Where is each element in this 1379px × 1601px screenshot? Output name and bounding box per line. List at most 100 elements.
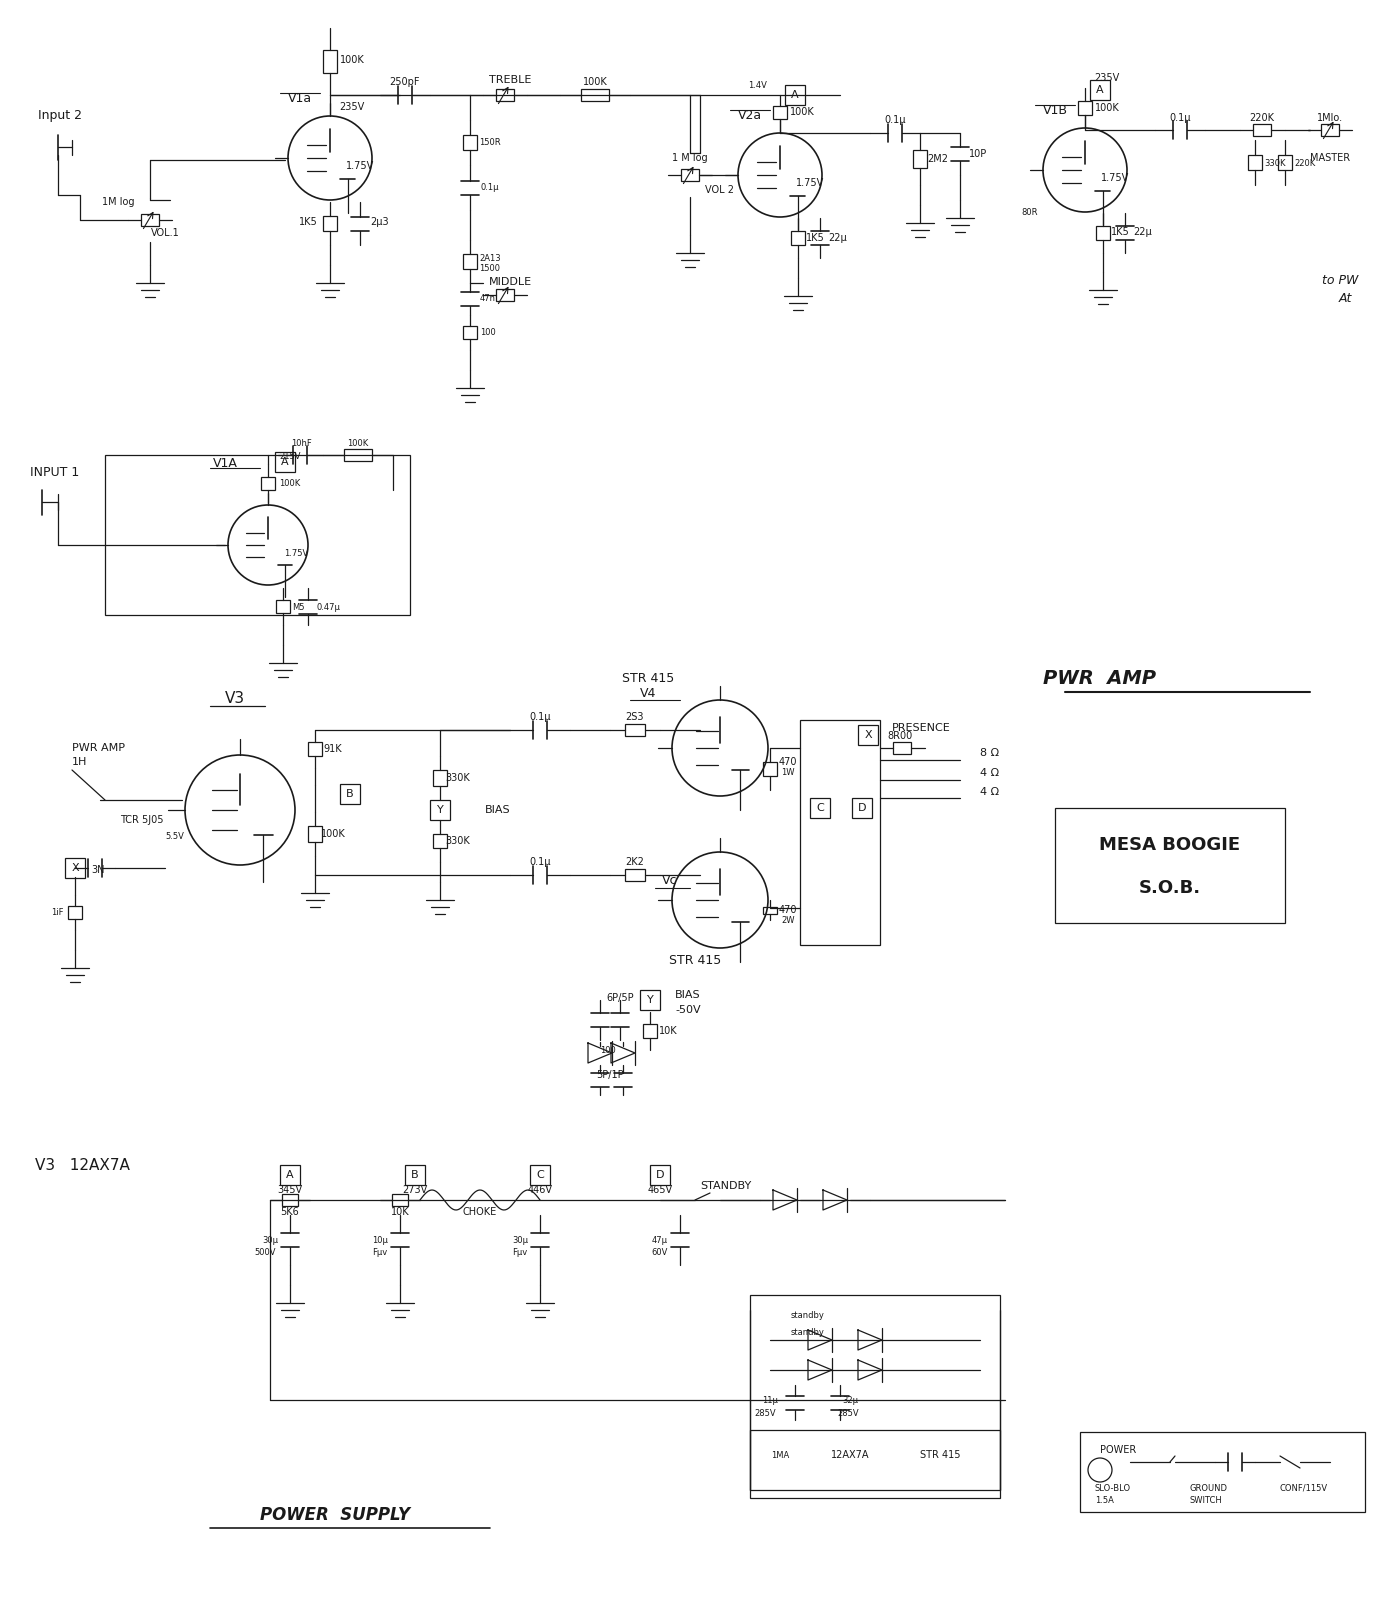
Text: 0.47µ: 0.47µ <box>316 602 341 612</box>
Bar <box>581 90 610 101</box>
Text: 22µ: 22µ <box>829 234 847 243</box>
Text: V1a: V1a <box>288 91 312 104</box>
Text: 4 Ω: 4 Ω <box>980 788 1000 797</box>
Bar <box>792 231 805 245</box>
Bar <box>276 600 290 613</box>
Text: 60V: 60V <box>652 1247 669 1257</box>
Bar <box>105 455 410 615</box>
Text: PWR AMP: PWR AMP <box>72 743 125 752</box>
Text: 1.75V: 1.75V <box>284 549 308 557</box>
Text: X: X <box>72 863 79 873</box>
Text: V1A: V1A <box>212 456 237 469</box>
Text: 220K: 220K <box>1249 114 1274 123</box>
Bar <box>858 725 878 744</box>
Text: 100K: 100K <box>790 107 815 117</box>
Text: Fµv: Fµv <box>513 1247 528 1257</box>
Text: 235V: 235V <box>339 102 364 112</box>
Bar <box>430 800 450 820</box>
Text: V3   12AX7A: V3 12AX7A <box>34 1158 130 1172</box>
Text: MIDDLE: MIDDLE <box>488 277 531 287</box>
Text: 2M2: 2M2 <box>928 154 949 163</box>
Bar <box>750 1295 1000 1491</box>
Text: 4 Ω: 4 Ω <box>980 768 1000 778</box>
Bar <box>763 906 776 914</box>
Text: 22µ: 22µ <box>1134 227 1153 237</box>
Text: 1Mlo.: 1Mlo. <box>1317 114 1343 123</box>
Text: 1500: 1500 <box>480 264 501 272</box>
Bar <box>463 134 477 150</box>
Text: CONF/115V: CONF/115V <box>1280 1484 1328 1492</box>
Text: VOL.1: VOL.1 <box>150 227 179 239</box>
Bar <box>1254 123 1271 136</box>
Text: 500V: 500V <box>254 1247 276 1257</box>
Text: 8R00: 8R00 <box>887 732 913 741</box>
Text: STR 415: STR 415 <box>920 1451 960 1460</box>
Text: 1.5A: 1.5A <box>1095 1495 1114 1505</box>
Text: 273V: 273V <box>403 1185 427 1194</box>
Text: 0.1µ: 0.1µ <box>1169 114 1190 123</box>
Text: V3: V3 <box>225 690 245 706</box>
Text: STR 415: STR 415 <box>622 671 674 685</box>
Text: 235V: 235V <box>1095 74 1120 83</box>
Text: 250pF: 250pF <box>390 77 421 86</box>
Text: 100: 100 <box>480 328 496 336</box>
Text: 32µ: 32µ <box>843 1396 858 1404</box>
Bar <box>405 1166 425 1185</box>
Text: 330K: 330K <box>445 836 470 845</box>
Bar <box>308 743 323 756</box>
Text: D: D <box>656 1170 665 1180</box>
Text: X: X <box>865 730 872 740</box>
Text: A: A <box>1096 85 1103 94</box>
Bar <box>341 784 360 804</box>
Text: B: B <box>411 1170 419 1180</box>
Bar <box>496 290 514 301</box>
Bar <box>463 327 477 339</box>
Text: POWER: POWER <box>1100 1446 1136 1455</box>
Bar <box>774 106 787 118</box>
Bar <box>1080 1431 1365 1511</box>
Text: PWR  AMP: PWR AMP <box>1044 669 1157 687</box>
Text: A: A <box>792 90 798 99</box>
Text: Y: Y <box>647 994 654 1005</box>
Text: V2a: V2a <box>738 109 763 122</box>
Text: Vc: Vc <box>662 874 677 887</box>
Bar <box>433 834 447 849</box>
Bar <box>261 477 274 490</box>
Bar <box>433 770 447 786</box>
Text: 1iF: 1iF <box>51 908 63 916</box>
Text: Y: Y <box>437 805 444 815</box>
Text: 330K: 330K <box>1265 158 1285 168</box>
Text: 80R: 80R <box>1022 208 1038 216</box>
Bar <box>1321 123 1339 136</box>
Text: 470: 470 <box>779 905 797 916</box>
Text: 91K: 91K <box>324 744 342 754</box>
Text: 0.1µ: 0.1µ <box>884 115 906 125</box>
Text: V1B: V1B <box>1043 104 1067 117</box>
Text: 0.1µ: 0.1µ <box>530 857 550 868</box>
Text: C: C <box>536 1170 543 1180</box>
Text: 100K: 100K <box>582 77 607 86</box>
Text: 2K2: 2K2 <box>626 857 644 868</box>
Text: POWER  SUPPLY: POWER SUPPLY <box>261 1507 410 1524</box>
Bar <box>323 50 336 74</box>
Bar <box>281 1194 298 1206</box>
Bar <box>894 741 912 754</box>
Text: 1W: 1W <box>782 767 794 776</box>
Text: 1.75V: 1.75V <box>346 162 374 171</box>
Text: 100K: 100K <box>339 54 364 66</box>
Text: Fµv: Fµv <box>372 1247 387 1257</box>
Text: 215V: 215V <box>280 451 301 461</box>
Text: 2µ3: 2µ3 <box>371 218 389 227</box>
Bar <box>68 906 81 919</box>
Text: 1MA: 1MA <box>771 1451 789 1460</box>
Text: 30µ: 30µ <box>262 1236 279 1244</box>
Text: 100K: 100K <box>280 479 301 487</box>
Text: PRESENCE: PRESENCE <box>892 724 950 733</box>
Text: -50V: -50V <box>674 1005 701 1015</box>
Text: A: A <box>287 1170 294 1180</box>
Text: 1K5: 1K5 <box>805 234 825 243</box>
Bar <box>392 1194 408 1206</box>
Text: 10P: 10P <box>969 149 987 158</box>
Bar <box>640 989 661 1010</box>
Bar <box>280 1166 301 1185</box>
